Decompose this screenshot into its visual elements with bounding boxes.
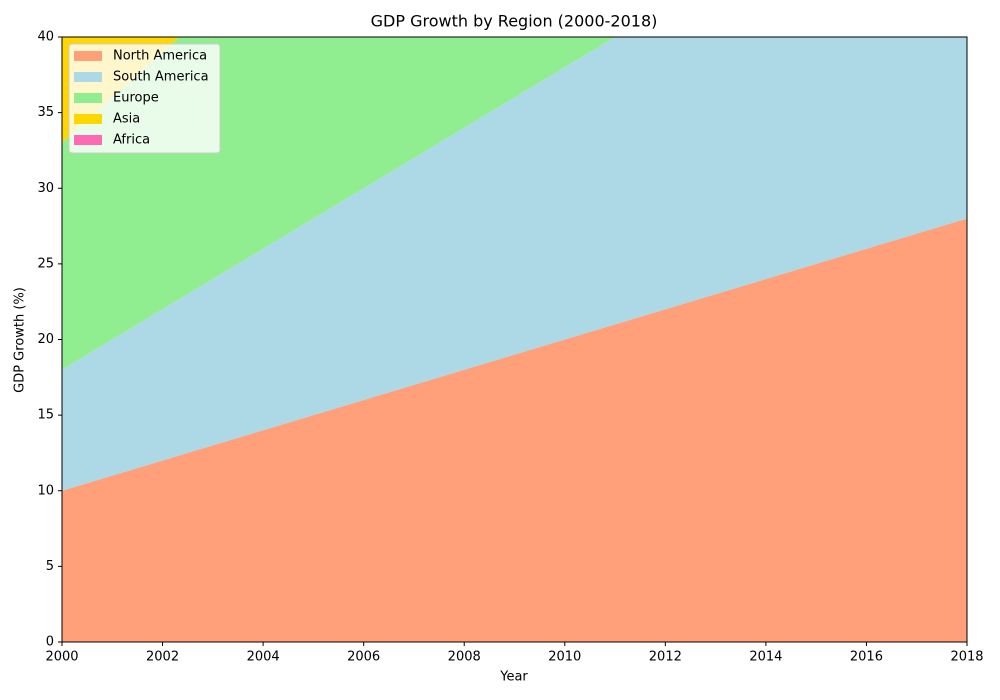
x-tick-label: 2004 xyxy=(247,650,280,665)
x-tick-label: 2012 xyxy=(649,650,682,665)
area xyxy=(62,37,967,491)
x-tick-label: 2008 xyxy=(448,650,481,665)
x-axis-label: Year xyxy=(499,670,528,685)
axes: 2000 2002 2004 2006 2008 2010 2012 2014 2016 2018… xyxy=(37,30,983,665)
x-tick-label: 2000 xyxy=(45,650,78,665)
legend-swatch xyxy=(74,114,102,124)
legend-swatch xyxy=(74,72,102,82)
x-tick-label: 2006 xyxy=(347,650,380,665)
area xyxy=(62,218,967,642)
y-tick-label: 30 xyxy=(37,181,54,196)
legend-label: South America xyxy=(113,70,209,85)
y-tick-label: 15 xyxy=(37,408,54,423)
y-tick-label: 35 xyxy=(37,105,54,120)
legend-label: Africa xyxy=(113,133,150,148)
y-tick-label: 5 xyxy=(46,559,54,574)
legend-swatch xyxy=(74,135,102,145)
y-tick-label: 40 xyxy=(37,30,54,45)
legend-swatch xyxy=(74,51,102,61)
legend-swatch xyxy=(74,93,102,103)
legend-label: Europe xyxy=(113,91,159,106)
y-axis-label: GDP Growth (%) xyxy=(13,287,28,393)
y-tick-label: 0 xyxy=(46,635,54,650)
y-tick-label: 20 xyxy=(37,332,54,347)
legend-box xyxy=(68,43,221,154)
x-tick-label: 2018 xyxy=(950,650,983,665)
legend-label: North America xyxy=(113,49,207,64)
plot-area xyxy=(62,37,967,642)
x-tick-label: 2014 xyxy=(749,650,782,665)
chart-title: GDP Growth by Region (2000-2018) xyxy=(371,12,658,31)
x-tick-label: 2010 xyxy=(548,650,581,665)
x-tick-label: 2002 xyxy=(146,650,179,665)
y-tick-label: 25 xyxy=(37,256,54,271)
x-tick-label: 2016 xyxy=(850,650,883,665)
legend-label: Asia xyxy=(113,112,140,127)
legend: North America South America Europe Asia Afri… xyxy=(68,43,221,154)
y-tick-label: 10 xyxy=(37,483,54,498)
